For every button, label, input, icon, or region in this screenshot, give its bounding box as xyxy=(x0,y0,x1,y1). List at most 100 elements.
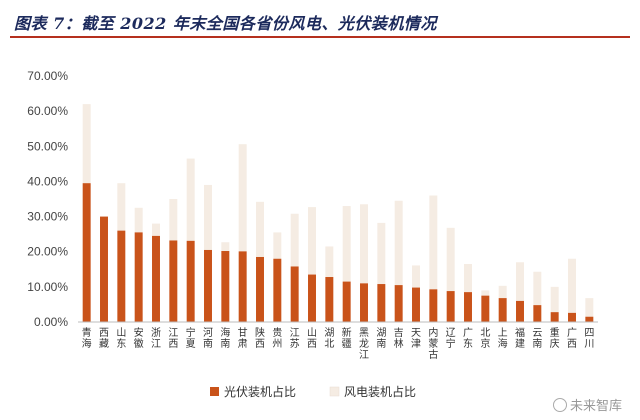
watermark-icon xyxy=(552,398,567,412)
x-category-label: 山西 xyxy=(307,327,317,350)
bar-wind xyxy=(308,207,316,275)
bars xyxy=(82,104,594,322)
x-category-label: 河南 xyxy=(203,327,213,350)
chart-title: 图表 7：截至 2022 年末全国各省份风电、光伏装机情况 xyxy=(14,14,437,33)
bar-solar xyxy=(550,312,559,322)
bar-solar xyxy=(429,289,438,322)
legend-swatch-wind xyxy=(329,386,340,397)
x-category-label: 天津 xyxy=(411,328,421,350)
x-category-label: 海南 xyxy=(220,326,230,350)
bar-wind xyxy=(498,285,507,299)
bar-wind xyxy=(481,290,490,296)
bar-wind xyxy=(82,104,91,184)
x-category-label: 安徽 xyxy=(134,326,144,350)
bar-wind xyxy=(429,195,438,290)
bar-wind xyxy=(273,232,282,259)
bar-solar xyxy=(585,316,594,322)
bar-wind xyxy=(169,199,178,241)
x-category-label: 西藏 xyxy=(99,328,109,350)
bar-wind xyxy=(342,206,351,282)
bar-solar xyxy=(221,251,230,322)
bar-wind xyxy=(412,265,420,288)
bar-solar xyxy=(256,256,264,322)
x-category-label: 湖南 xyxy=(376,327,386,350)
y-tick-label: 70.00% xyxy=(27,69,68,83)
x-category-label: 新疆 xyxy=(342,326,352,350)
x-category-label: 贵州 xyxy=(272,326,282,350)
bar-solar xyxy=(325,277,334,322)
x-category-label: 陕西 xyxy=(255,326,265,350)
bar-solar xyxy=(238,251,247,322)
bar-solar xyxy=(342,281,351,322)
x-category-label: 江西 xyxy=(168,327,178,350)
x-category-label: 上海 xyxy=(498,327,508,350)
x-category-label: 云南 xyxy=(532,328,542,350)
x-category-label: 北京 xyxy=(480,327,490,350)
bar-solar xyxy=(446,291,455,322)
bar-solar xyxy=(568,312,576,322)
y-tick-label: 50.00% xyxy=(27,139,68,153)
x-category-label: 福建 xyxy=(515,326,525,350)
x-category-label: 重庆 xyxy=(550,326,560,350)
x-category-label: 辽宁 xyxy=(446,327,456,350)
bar-wind xyxy=(186,158,195,241)
bar-wind xyxy=(152,223,160,236)
bar-solar xyxy=(360,283,368,322)
x-category-label: 浙江 xyxy=(151,327,161,350)
y-tick-label: 40.00% xyxy=(27,174,68,188)
bar-solar xyxy=(394,285,403,322)
x-category-label: 江苏 xyxy=(290,327,300,350)
bar-wind xyxy=(204,184,212,250)
title-bar: 图表 7：截至 2022 年末全国各省份风电、光伏装机情况 xyxy=(10,6,630,38)
x-category-label: 广东 xyxy=(463,327,473,350)
bar-solar xyxy=(308,274,316,322)
stacked-bar-chart: 0.00% 10.00% 20.00% 30.00% 40.00% 50.00% 60.00… xyxy=(27,69,598,399)
legend-label-wind: 风电装机占比 xyxy=(344,384,416,399)
y-tick-label: 10.00% xyxy=(27,280,68,294)
x-category-label: 吉林 xyxy=(394,327,404,350)
x-axis-labels: 青海西藏山东安徽浙江江西宁夏河南海南甘肃陕西贵州江苏山西湖北新疆黑龙江湖南吉林天… xyxy=(82,326,595,361)
legend-swatch-solar xyxy=(210,387,219,396)
legend-label-solar: 光伏装机占比 xyxy=(224,384,296,399)
x-category-label: 宁夏 xyxy=(186,326,196,350)
bar-wind xyxy=(516,262,524,301)
bar-solar xyxy=(100,216,108,322)
y-axis: 0.00% 10.00% 20.00% 30.00% 40.00% 50.00% 60.00… xyxy=(27,69,68,329)
x-category-label: 内蒙古 xyxy=(428,326,438,361)
watermark: 未来智库 xyxy=(552,395,622,414)
bar-solar xyxy=(152,235,160,322)
bar-wind xyxy=(290,213,299,267)
bar-wind xyxy=(325,246,334,278)
x-category-label: 山东 xyxy=(116,327,126,350)
watermark-text: 未来智库 xyxy=(569,399,622,414)
x-category-label: 广西 xyxy=(567,327,577,350)
bar-wind xyxy=(464,264,472,293)
x-category-label: 湖北 xyxy=(324,327,334,350)
bar-solar xyxy=(186,240,195,322)
bar-wind xyxy=(117,183,126,231)
bar-wind xyxy=(550,286,559,313)
y-tick-label: 0.00% xyxy=(34,315,68,329)
bar-solar xyxy=(377,284,386,322)
legend: 光伏装机占比 风电装机占比 xyxy=(210,384,416,399)
bar-wind xyxy=(238,144,247,252)
bar-solar xyxy=(82,183,91,322)
bar-wind xyxy=(221,242,230,252)
bar-wind xyxy=(360,204,368,284)
bar-solar xyxy=(533,305,542,322)
bar-solar xyxy=(498,298,507,322)
x-category-label: 甘肃 xyxy=(238,326,248,350)
y-tick-label: 30.00% xyxy=(27,210,68,224)
bar-wind xyxy=(568,258,576,313)
x-category-label: 四川 xyxy=(584,328,594,350)
x-category-label: 黑龙江 xyxy=(359,327,369,361)
bar-wind xyxy=(134,207,143,233)
bar-wind xyxy=(585,298,594,317)
bar-solar xyxy=(290,266,299,322)
bar-wind xyxy=(446,227,455,292)
bar-solar xyxy=(169,240,178,322)
bar-wind xyxy=(394,200,403,286)
bar-solar xyxy=(134,232,143,322)
bar-wind xyxy=(533,271,542,306)
bar-solar xyxy=(273,258,282,322)
